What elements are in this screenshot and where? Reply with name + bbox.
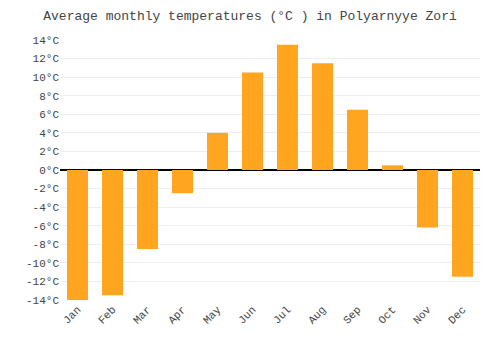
svg-text:-14°C: -14°C [26,295,59,307]
svg-text:Sep: Sep [341,304,363,326]
svg-text:-4°C: -4°C [33,202,60,214]
svg-text:-10°C: -10°C [26,258,59,270]
svg-text:Average monthly temperatures (: Average monthly temperatures (°C ) in Po… [43,9,457,24]
svg-text:Feb: Feb [96,304,118,326]
svg-text:-12°C: -12°C [26,276,59,288]
svg-text:-2°C: -2°C [33,183,60,195]
svg-text:Aug: Aug [306,304,328,326]
svg-text:Dec: Dec [446,304,468,326]
svg-text:Jun: Jun [236,304,258,326]
svg-text:2°C: 2°C [39,146,59,158]
svg-text:Apr: Apr [166,304,188,326]
svg-text:10°C: 10°C [33,72,60,84]
svg-text:Oct: Oct [376,304,398,326]
svg-text:8°C: 8°C [39,91,59,103]
svg-text:12°C: 12°C [33,53,60,65]
svg-text:Mar: Mar [131,304,153,326]
svg-text:Jul: Jul [271,304,293,326]
svg-text:-6°C: -6°C [33,221,60,233]
svg-text:14°C: 14°C [33,35,60,47]
svg-text:6°C: 6°C [39,109,59,121]
svg-text:-8°C: -8°C [33,239,60,251]
svg-text:May: May [201,304,224,327]
svg-text:4°C: 4°C [39,128,59,140]
svg-text:Jan: Jan [61,304,83,326]
svg-text:0°C: 0°C [39,165,59,177]
svg-text:Nov: Nov [411,304,434,327]
